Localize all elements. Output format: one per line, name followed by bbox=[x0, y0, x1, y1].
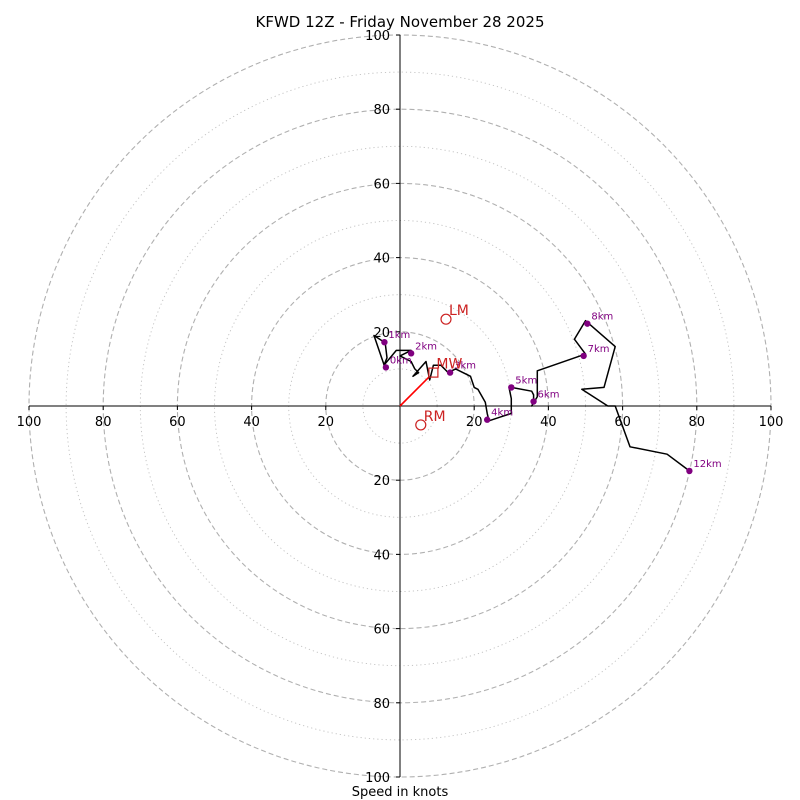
height-label-5km: 5km bbox=[515, 375, 537, 386]
height-marker-2km bbox=[407, 350, 415, 357]
x-tick-label: 40 bbox=[540, 415, 557, 430]
height-label-12km: 12km bbox=[693, 459, 721, 470]
height-label-1km: 1km bbox=[388, 330, 410, 341]
y-tick-label: 20 bbox=[373, 474, 390, 489]
storm-motion-LM bbox=[440, 313, 452, 325]
storm-motion-MW bbox=[428, 367, 439, 378]
y-tick-label: 100 bbox=[365, 29, 390, 44]
height-marker-5km bbox=[508, 384, 515, 391]
x-tick-label: 20 bbox=[466, 415, 483, 430]
y-tick-label: 40 bbox=[373, 252, 390, 267]
height-label-3km: 3km bbox=[454, 361, 476, 372]
x-tick-label: 60 bbox=[169, 415, 186, 430]
x-axis-label: Speed in knots bbox=[352, 785, 449, 800]
height-marker-8km bbox=[584, 320, 591, 327]
height-marker-1km bbox=[381, 338, 388, 346]
height-label-8km: 8km bbox=[591, 312, 613, 323]
x-tick-label: 60 bbox=[614, 415, 631, 430]
height-marker-4km bbox=[483, 416, 491, 423]
x-tick-label: 80 bbox=[95, 415, 112, 430]
height-label-7km: 7km bbox=[588, 344, 610, 355]
height-label-0km: 0km bbox=[390, 355, 412, 366]
storm-motion-label-LM: LM bbox=[449, 303, 469, 319]
storm-motion-label-MW: MW bbox=[436, 357, 462, 373]
x-tick-label: 100 bbox=[17, 415, 42, 430]
height-marker-12km bbox=[686, 467, 693, 475]
storm-motion-markers: LM RM MW bbox=[415, 303, 469, 431]
storm-motion-RM bbox=[415, 419, 427, 431]
height-label-4km: 4km bbox=[491, 408, 513, 419]
height-marker-6km bbox=[530, 398, 537, 405]
x-tick-label: 100 bbox=[759, 415, 784, 430]
height-marker-3km bbox=[446, 369, 454, 376]
height-marker-0km bbox=[382, 364, 390, 371]
height-marker-7km bbox=[580, 352, 587, 360]
tick-labels: 100 80 60 40 20 20 40 60 80 100100806040202040608… bbox=[17, 29, 784, 786]
y-tick-label: 60 bbox=[373, 623, 390, 638]
height-label-6km: 6km bbox=[538, 390, 560, 401]
y-tick-label: 60 bbox=[373, 177, 390, 192]
y-tick-label: 80 bbox=[373, 103, 390, 118]
x-tick-label: 40 bbox=[243, 415, 260, 430]
y-tick-label: 100 bbox=[365, 771, 390, 786]
storm-motion-label-RM: RM bbox=[424, 409, 446, 425]
mean-wind-vector bbox=[399, 375, 431, 407]
y-tick-label: 40 bbox=[373, 548, 390, 563]
y-tick-label: 80 bbox=[373, 697, 390, 712]
chart-title: KFWD 12Z - Friday November 28 2025 bbox=[256, 13, 545, 31]
x-tick-label: 20 bbox=[318, 415, 335, 430]
x-tick-label: 80 bbox=[689, 415, 706, 430]
height-label-2km: 2km bbox=[415, 341, 437, 352]
